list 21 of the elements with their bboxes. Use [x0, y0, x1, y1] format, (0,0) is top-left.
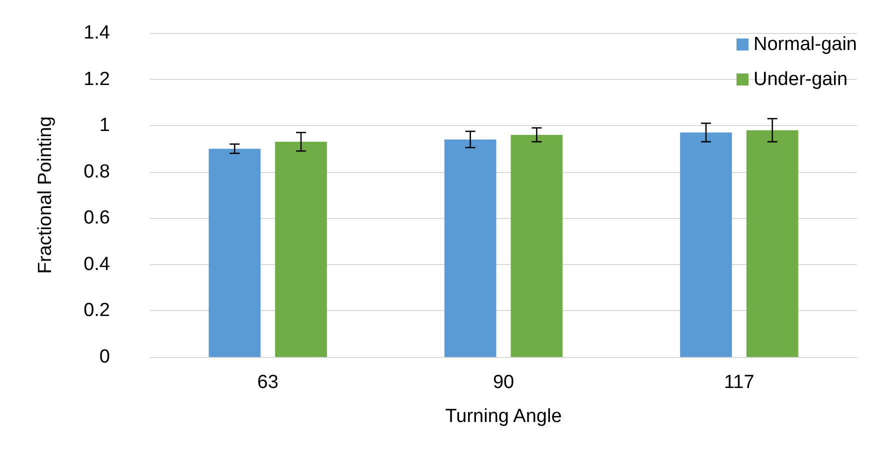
legend-label: Under-gain — [754, 69, 848, 90]
bar — [746, 130, 798, 357]
x-axis-title: Turning Angle — [445, 406, 562, 427]
bar — [208, 148, 261, 357]
y-tick-label: 1.4 — [84, 22, 110, 44]
y-tick-label: 0.8 — [84, 161, 110, 182]
y-tick-label: 1.2 — [84, 68, 110, 90]
legend-label: Normal-gain — [754, 34, 858, 55]
y-tick-label: 0.2 — [84, 300, 110, 322]
y-tick-label: 1 — [99, 115, 110, 136]
bar — [444, 139, 496, 357]
bar — [510, 134, 563, 357]
y-tick-label: 0.4 — [84, 254, 110, 275]
x-tick-label: 117 — [724, 372, 754, 393]
x-tick-label: 90 — [492, 372, 514, 393]
bar — [680, 132, 732, 357]
y-axis-title: Fractional Pointing — [35, 116, 56, 274]
y-tick-label: 0 — [99, 346, 110, 368]
y-tick-label: 0.6 — [84, 208, 110, 229]
bar — [275, 142, 327, 357]
x-tick-label: 63 — [257, 372, 278, 393]
